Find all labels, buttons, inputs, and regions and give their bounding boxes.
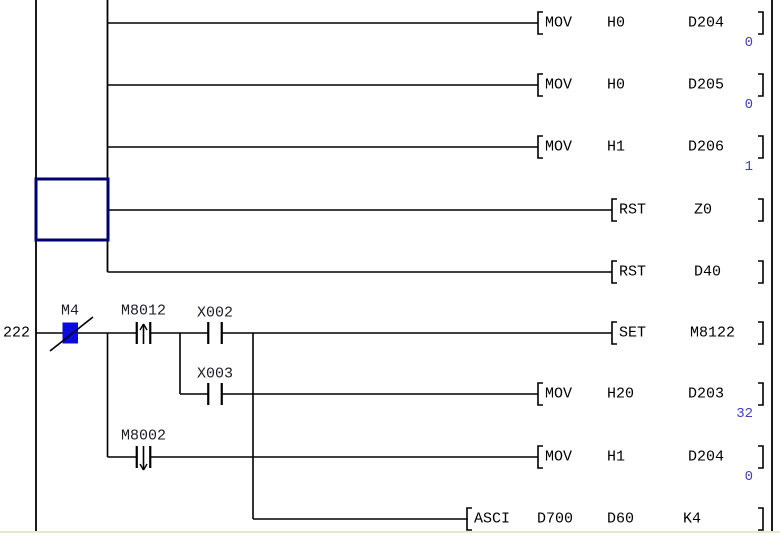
instruction-set-m8122[interactable]: SET M8122 xyxy=(611,321,764,345)
instruction-operand: Z0 xyxy=(694,202,712,219)
close-bracket xyxy=(758,198,764,222)
close-bracket xyxy=(758,445,764,469)
contact-label: M8012 xyxy=(121,303,166,320)
instruction-operand: H1 xyxy=(607,449,625,466)
instruction-rst-z0[interactable]: RST Z0 xyxy=(611,198,764,222)
instruction-operand: D204 xyxy=(688,449,724,466)
contact-x002[interactable]: X002 xyxy=(197,305,233,345)
instruction-operand: M8122 xyxy=(690,325,735,342)
instruction-mnemonic: MOV xyxy=(545,77,572,94)
close-bracket xyxy=(758,73,764,97)
instruction-operand: D205 xyxy=(688,77,724,94)
instruction-operand: D700 xyxy=(537,511,573,528)
contact-m4[interactable]: M4 xyxy=(49,303,94,352)
instruction-mnemonic: RST xyxy=(619,202,646,219)
monitor-value: 0 xyxy=(745,97,753,113)
instruction-operand: D203 xyxy=(688,386,724,403)
close-bracket xyxy=(758,321,764,345)
instruction-rst-d40[interactable]: RST D40 xyxy=(611,260,764,284)
instruction-mnemonic: MOV xyxy=(545,139,572,156)
pulse-arrow-head xyxy=(139,323,145,331)
close-bracket xyxy=(758,135,764,159)
instruction-operand: H0 xyxy=(607,15,625,32)
instruction-mov-h0-d204[interactable]: MOV H0 D204 0 xyxy=(537,11,764,51)
instruction-operand: H1 xyxy=(607,139,625,156)
contact-label: X002 xyxy=(197,305,233,322)
pulse-arrow-head xyxy=(142,323,148,331)
monitor-value: 0 xyxy=(745,35,753,51)
close-bracket xyxy=(758,507,764,531)
instruction-operand: D206 xyxy=(688,139,724,156)
open-bracket xyxy=(537,135,543,159)
close-bracket xyxy=(758,260,764,284)
close-bracket xyxy=(758,11,764,35)
instruction-mov-h0-d205[interactable]: MOV H0 D205 0 xyxy=(537,73,764,113)
contact-label: M4 xyxy=(61,303,79,320)
instruction-mov-h1-d206[interactable]: MOV H1 D206 1 xyxy=(537,135,764,175)
instruction-operand: H0 xyxy=(607,77,625,94)
instruction-mnemonic: ASCI xyxy=(474,511,510,528)
nc-slash xyxy=(49,316,94,352)
instruction-mov-h1-d204[interactable]: MOV H1 D204 0 xyxy=(537,445,764,485)
instruction-mnemonic: MOV xyxy=(545,386,572,403)
instruction-mnemonic: MOV xyxy=(545,15,572,32)
instruction-asci-d700-d60-k4[interactable]: ASCI D700 D60 K4 xyxy=(466,507,764,531)
open-bracket xyxy=(537,445,543,469)
contact-label: X003 xyxy=(197,366,233,383)
contact-m8002[interactable]: M8002 xyxy=(121,428,166,471)
edit-cursor[interactable] xyxy=(34,177,110,242)
instruction-mnemonic: MOV xyxy=(545,449,572,466)
instruction-operand: D204 xyxy=(688,15,724,32)
contact-gap xyxy=(209,391,221,397)
instruction-operand: K4 xyxy=(683,511,701,528)
instruction-operand: D60 xyxy=(607,511,634,528)
open-bracket xyxy=(537,382,543,406)
monitor-value: 32 xyxy=(736,406,753,422)
open-bracket xyxy=(611,198,617,222)
pulse-arrow-head xyxy=(139,463,145,471)
open-bracket xyxy=(466,507,472,531)
contact-m8012[interactable]: M8012 xyxy=(121,303,166,345)
step-number: 222 xyxy=(3,325,30,342)
open-bracket xyxy=(537,73,543,97)
open-bracket xyxy=(611,260,617,284)
window-bottom-edge xyxy=(0,531,780,533)
active-contact-box xyxy=(62,322,78,344)
instruction-mnemonic: SET xyxy=(619,325,646,342)
contact-x003[interactable]: X003 xyxy=(197,366,233,406)
open-bracket xyxy=(611,321,617,345)
contact-gap xyxy=(209,330,221,336)
open-bracket xyxy=(537,11,543,35)
instruction-mov-h20-d203[interactable]: MOV H20 D203 32 xyxy=(537,382,764,422)
monitor-value: 1 xyxy=(745,159,753,175)
contact-label: M8002 xyxy=(121,428,166,445)
instruction-operand: H20 xyxy=(607,386,634,403)
instruction-operand: D40 xyxy=(694,264,721,281)
instruction-mnemonic: RST xyxy=(619,264,646,281)
close-bracket xyxy=(758,382,764,406)
monitor-value: 0 xyxy=(745,469,753,485)
pulse-arrow-head xyxy=(142,463,148,471)
